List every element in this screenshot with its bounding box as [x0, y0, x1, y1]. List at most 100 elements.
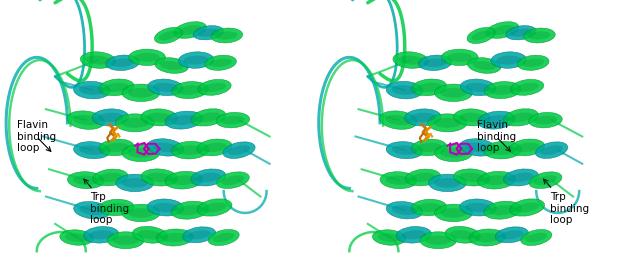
Ellipse shape [405, 109, 441, 126]
Ellipse shape [418, 55, 452, 70]
Ellipse shape [440, 208, 467, 218]
Ellipse shape [420, 232, 457, 249]
Ellipse shape [459, 173, 485, 182]
Ellipse shape [410, 173, 435, 182]
Ellipse shape [435, 144, 472, 162]
Ellipse shape [445, 226, 480, 243]
Ellipse shape [196, 173, 220, 182]
Ellipse shape [503, 169, 539, 186]
Ellipse shape [84, 227, 119, 243]
Ellipse shape [440, 88, 467, 98]
Ellipse shape [495, 227, 529, 243]
Ellipse shape [171, 175, 197, 185]
Ellipse shape [534, 116, 557, 124]
Ellipse shape [177, 85, 203, 95]
Ellipse shape [478, 111, 515, 129]
Ellipse shape [128, 208, 154, 218]
Ellipse shape [417, 143, 441, 152]
Ellipse shape [122, 144, 160, 162]
Ellipse shape [378, 233, 401, 242]
Ellipse shape [198, 79, 231, 95]
Ellipse shape [417, 83, 441, 92]
Ellipse shape [509, 112, 533, 122]
Ellipse shape [474, 233, 500, 242]
Ellipse shape [196, 112, 220, 122]
Ellipse shape [440, 148, 467, 158]
Ellipse shape [107, 232, 144, 249]
Ellipse shape [535, 142, 568, 158]
Ellipse shape [211, 28, 243, 43]
Ellipse shape [386, 142, 423, 159]
Ellipse shape [97, 113, 123, 122]
Ellipse shape [454, 109, 490, 126]
Ellipse shape [223, 142, 255, 158]
Ellipse shape [60, 230, 93, 245]
Text: Trp
binding
loop: Trp binding loop [543, 179, 589, 225]
Ellipse shape [132, 226, 168, 243]
Ellipse shape [490, 205, 516, 215]
Ellipse shape [396, 227, 431, 243]
Ellipse shape [483, 141, 522, 159]
Ellipse shape [467, 28, 495, 43]
Ellipse shape [425, 236, 451, 245]
Ellipse shape [129, 49, 165, 66]
Ellipse shape [141, 169, 178, 186]
Ellipse shape [197, 29, 219, 37]
Ellipse shape [385, 115, 412, 125]
Ellipse shape [483, 201, 521, 219]
Ellipse shape [128, 148, 154, 158]
Ellipse shape [173, 22, 206, 38]
Ellipse shape [197, 139, 232, 156]
Ellipse shape [74, 201, 110, 219]
Ellipse shape [500, 230, 524, 239]
Ellipse shape [184, 55, 209, 65]
Ellipse shape [162, 233, 188, 242]
Ellipse shape [472, 61, 496, 70]
Ellipse shape [79, 146, 105, 155]
Ellipse shape [516, 83, 539, 92]
Ellipse shape [434, 178, 461, 188]
Ellipse shape [104, 203, 129, 212]
Ellipse shape [178, 52, 214, 68]
Ellipse shape [469, 229, 506, 246]
Ellipse shape [441, 49, 478, 66]
Ellipse shape [154, 28, 183, 43]
Ellipse shape [104, 83, 129, 92]
Text: Trp
binding
loop: Trp binding loop [84, 179, 129, 225]
Ellipse shape [461, 79, 496, 96]
Ellipse shape [67, 111, 105, 129]
Ellipse shape [509, 199, 545, 216]
Ellipse shape [65, 233, 89, 242]
Ellipse shape [165, 111, 202, 129]
Ellipse shape [477, 171, 516, 189]
Ellipse shape [528, 31, 550, 40]
Ellipse shape [228, 145, 250, 155]
Ellipse shape [386, 176, 411, 185]
Ellipse shape [423, 58, 447, 67]
Ellipse shape [155, 58, 188, 73]
Ellipse shape [148, 79, 183, 96]
Ellipse shape [208, 230, 239, 245]
Ellipse shape [459, 113, 485, 122]
Ellipse shape [67, 172, 104, 189]
Ellipse shape [147, 139, 184, 156]
Ellipse shape [521, 230, 552, 245]
Ellipse shape [122, 84, 160, 102]
Ellipse shape [405, 169, 441, 186]
Ellipse shape [484, 82, 521, 99]
Ellipse shape [98, 173, 123, 182]
Ellipse shape [435, 84, 472, 102]
Ellipse shape [134, 53, 160, 62]
Ellipse shape [197, 199, 232, 216]
Ellipse shape [529, 112, 562, 128]
Ellipse shape [89, 230, 113, 239]
Ellipse shape [392, 205, 417, 215]
Ellipse shape [80, 52, 116, 68]
Ellipse shape [529, 172, 562, 189]
Ellipse shape [489, 145, 516, 155]
Ellipse shape [165, 171, 203, 189]
Ellipse shape [216, 112, 249, 128]
Ellipse shape [153, 83, 178, 92]
Ellipse shape [524, 28, 555, 43]
Ellipse shape [491, 25, 514, 35]
